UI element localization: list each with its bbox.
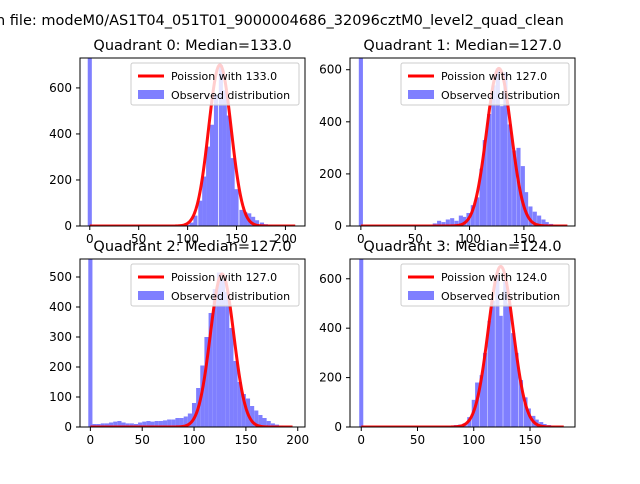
y-tick-label: 0: [64, 219, 72, 233]
histogram-bar: [225, 292, 229, 427]
histogram-bar: [198, 201, 202, 226]
x-tick-label: 0: [357, 433, 365, 447]
y-tick-label: 400: [49, 127, 72, 141]
histogram-bar: [234, 189, 238, 226]
x-tick-label: 50: [135, 433, 150, 447]
y-tick-label: 600: [319, 272, 342, 286]
histogram-bar: [359, 58, 363, 226]
y-tick-label: 200: [49, 360, 72, 374]
histogram-bar: [491, 85, 495, 226]
legend-label-observed: Observed distribution: [441, 290, 560, 303]
y-tick-label: 0: [334, 219, 342, 233]
x-tick-label: 50: [410, 433, 425, 447]
legend-patch-swatch: [408, 291, 434, 300]
legend-label-observed: Observed distribution: [171, 290, 290, 303]
histogram-bar: [88, 58, 92, 226]
legend-label-poisson: Poission with 133.0: [171, 70, 277, 83]
histogram-bar: [233, 361, 237, 427]
legend-label-observed: Observed distribution: [441, 89, 560, 102]
histogram-bar: [214, 95, 218, 226]
y-tick-label: 600: [49, 81, 72, 95]
histogram-bar: [359, 259, 363, 427]
y-tick-label: 200: [319, 167, 342, 181]
y-tick-label: 0: [64, 420, 72, 434]
y-tick-label: 400: [319, 115, 342, 129]
histogram-bar: [88, 259, 92, 427]
y-tick-label: 400: [49, 300, 72, 314]
chart-title: Quadrant 2: Median=127.0: [93, 239, 291, 255]
x-tick-label: 100: [183, 433, 206, 447]
x-tick-label: 150: [519, 433, 542, 447]
y-tick-label: 100: [49, 390, 72, 404]
y-tick-label: 200: [49, 173, 72, 187]
x-tick-label: 100: [462, 433, 485, 447]
legend-label-poisson: Poission with 127.0: [171, 271, 277, 284]
y-tick-label: 400: [319, 321, 342, 335]
chart-quadrant-3: 0 50 100 150 0 200 400 600 Quadrant 3: Median=12…: [319, 239, 575, 447]
chart-title: Quadrant 1: Median=127.0: [363, 38, 561, 54]
y-tick-label: 500: [49, 270, 72, 284]
x-tick-label: 150: [234, 433, 257, 447]
x-tick-label: 200: [286, 433, 309, 447]
histogram-bar: [499, 316, 503, 427]
y-tick-label: 300: [49, 330, 72, 344]
histogram-bar: [507, 303, 511, 427]
legend-label-observed: Observed distribution: [171, 89, 290, 102]
x-tick-label: 0: [87, 433, 95, 447]
histogram-bar: [491, 301, 495, 427]
legend-patch-swatch: [138, 90, 164, 99]
histogram-bar: [239, 210, 243, 226]
histogram-bar: [223, 90, 227, 226]
legend-label-poisson: Poission with 124.0: [441, 271, 547, 284]
histogram-bar: [229, 328, 233, 427]
histogram-bar: [206, 147, 210, 226]
chart-quadrant-2: 0 50 100 150 200 0 100 200 300 400 500 Quadrant 2: …: [49, 239, 309, 447]
y-tick-label: 0: [334, 420, 342, 434]
legend-patch-swatch: [138, 291, 164, 300]
figure-suptitle: n file: modeM0/AS1T04_051T01_9000004686_…: [0, 13, 564, 29]
chart-title: Quadrant 3: Median=124.0: [363, 239, 561, 255]
histogram-bar: [231, 158, 235, 226]
y-tick-label: 200: [319, 371, 342, 385]
histogram-bar: [210, 125, 214, 226]
chart-title: Quadrant 0: Median=133.0: [93, 38, 291, 54]
legend-patch-swatch: [408, 90, 434, 99]
legend-label-poisson: Poission with 127.0: [441, 70, 547, 83]
y-tick-label: 600: [319, 63, 342, 77]
